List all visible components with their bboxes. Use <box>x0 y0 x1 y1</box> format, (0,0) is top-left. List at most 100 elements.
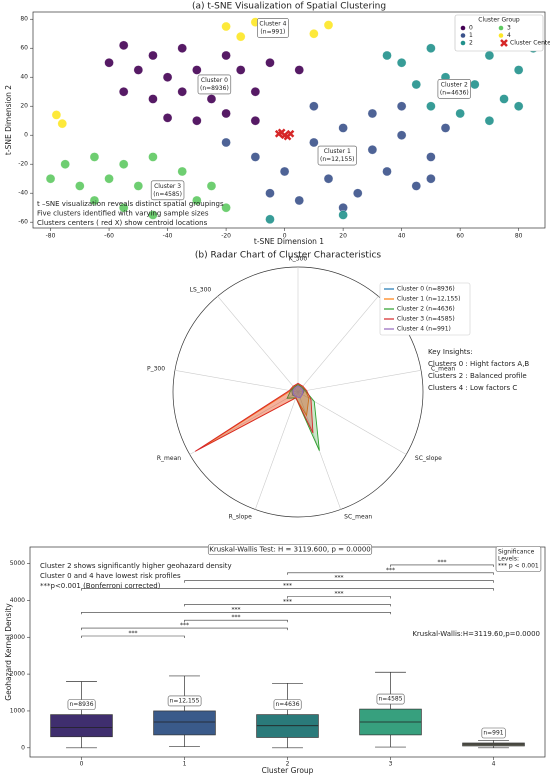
axis-label: SC_slope <box>415 455 442 462</box>
point <box>148 94 158 104</box>
box-label: n=8936 <box>69 701 93 708</box>
significance-label: *** <box>232 614 241 621</box>
radar-area <box>200 384 310 449</box>
y-tick-label: 20 <box>20 103 28 110</box>
point <box>221 108 231 119</box>
y-axis-label: Geohazard Kernel Density <box>4 603 13 701</box>
legend-label: 1 <box>469 32 473 39</box>
legend-label: Cluster 1 (n=12,155) <box>397 296 460 303</box>
y-tick-label: 1000 <box>10 707 25 714</box>
annotation-box <box>317 145 357 166</box>
axis-label: LS_300 <box>190 287 212 294</box>
y-tick-label: 5000 <box>10 560 25 567</box>
point <box>484 50 495 61</box>
point <box>236 65 246 75</box>
note: Cluster 0 and 4 have lowest risk profile… <box>40 572 181 580</box>
point <box>119 203 129 213</box>
legend-marker <box>460 40 466 46</box>
point <box>119 40 129 50</box>
point <box>89 152 100 162</box>
cluster-annotation: (n=12,155) <box>320 156 355 163</box>
radar-area <box>292 385 304 399</box>
point <box>206 181 217 191</box>
point <box>221 137 231 148</box>
point <box>177 166 187 177</box>
point <box>236 31 246 42</box>
axis-label: R_slope <box>229 513 252 520</box>
significance-label: *** <box>283 598 292 605</box>
legend-marker <box>460 25 466 31</box>
cluster-annotation: Cluster 3 <box>154 183 181 190</box>
insight: Key Insights: <box>428 348 473 356</box>
significance-label: *** <box>129 630 138 637</box>
radar-spoke <box>254 391 299 510</box>
y-tick-label: 4000 <box>10 597 25 604</box>
point <box>396 130 407 140</box>
point <box>265 188 275 198</box>
point <box>338 123 348 133</box>
x-tick-label: -20 <box>221 233 231 240</box>
point <box>89 195 100 206</box>
point <box>221 50 231 61</box>
point <box>104 58 114 68</box>
point <box>133 65 143 75</box>
y-tick-label: 0 <box>24 132 28 139</box>
y-tick-label: 0 <box>21 744 25 751</box>
point <box>265 214 275 224</box>
cluster-annotation: (n=4636) <box>440 89 469 96</box>
significance-bracket <box>184 580 494 583</box>
note: Clusters centers ( red X) show centroid … <box>37 219 208 227</box>
significance-label: *** <box>335 575 344 582</box>
x-tick-label: -60 <box>104 233 114 240</box>
point <box>353 188 363 198</box>
note: ***p<0.001 (Bonferroni corrected) <box>40 582 161 590</box>
legend-label: Cluster 2 (n=4636) <box>397 306 455 313</box>
point <box>57 118 67 129</box>
cluster-annotation: (n=4585) <box>153 191 182 198</box>
point <box>206 94 217 104</box>
y-axis-label: t-SNE Dimension 2 <box>4 85 13 155</box>
significance-bracket <box>81 612 391 615</box>
legend-label: Cluster 4 (n=991) <box>397 326 451 333</box>
insight: Clusters 2 : Balanced profile <box>428 372 527 380</box>
cluster-center <box>277 128 286 137</box>
x-tick-label: 3 <box>389 761 393 768</box>
point <box>411 181 421 191</box>
x-axis-label: Cluster Group <box>262 766 314 775</box>
point <box>250 116 261 126</box>
significance-label: *** <box>386 567 395 574</box>
point <box>323 174 334 184</box>
point <box>148 50 158 61</box>
significance-bracket <box>287 572 494 575</box>
x-tick-label: 0 <box>283 233 287 240</box>
point <box>338 210 348 220</box>
point <box>221 203 231 213</box>
significance-label: *** <box>283 583 292 590</box>
significance-bracket <box>81 588 494 591</box>
legend-label: Cluster Centers <box>510 40 550 47</box>
box-label: n=12,155 <box>170 697 200 704</box>
point <box>294 195 304 206</box>
point <box>75 181 85 191</box>
legend-box <box>454 14 544 52</box>
point <box>426 152 436 162</box>
cluster-annotation: Cluster 2 <box>441 81 468 88</box>
x-tick-label: -80 <box>46 233 56 240</box>
significance-bracket <box>287 596 391 599</box>
y-tick-label: -60 <box>18 219 28 226</box>
legend-label: Significance <box>498 549 535 556</box>
x-tick-label: 40 <box>398 233 406 240</box>
axis-label: C_mean <box>431 365 455 372</box>
y-tick-label: 3000 <box>10 634 25 641</box>
note: Five clusters identified with varying sa… <box>37 210 209 218</box>
point <box>60 159 70 169</box>
chart-title: (a) t-SNE Visualization of Spatial Clust… <box>192 2 386 12</box>
point <box>265 58 275 68</box>
point <box>177 87 187 97</box>
radar-area <box>194 382 314 452</box>
x-tick-label: 80 <box>515 233 523 240</box>
y-tick-label: -20 <box>18 161 28 168</box>
significance-bracket <box>184 619 288 623</box>
axis-label: SC_mean <box>344 513 372 520</box>
